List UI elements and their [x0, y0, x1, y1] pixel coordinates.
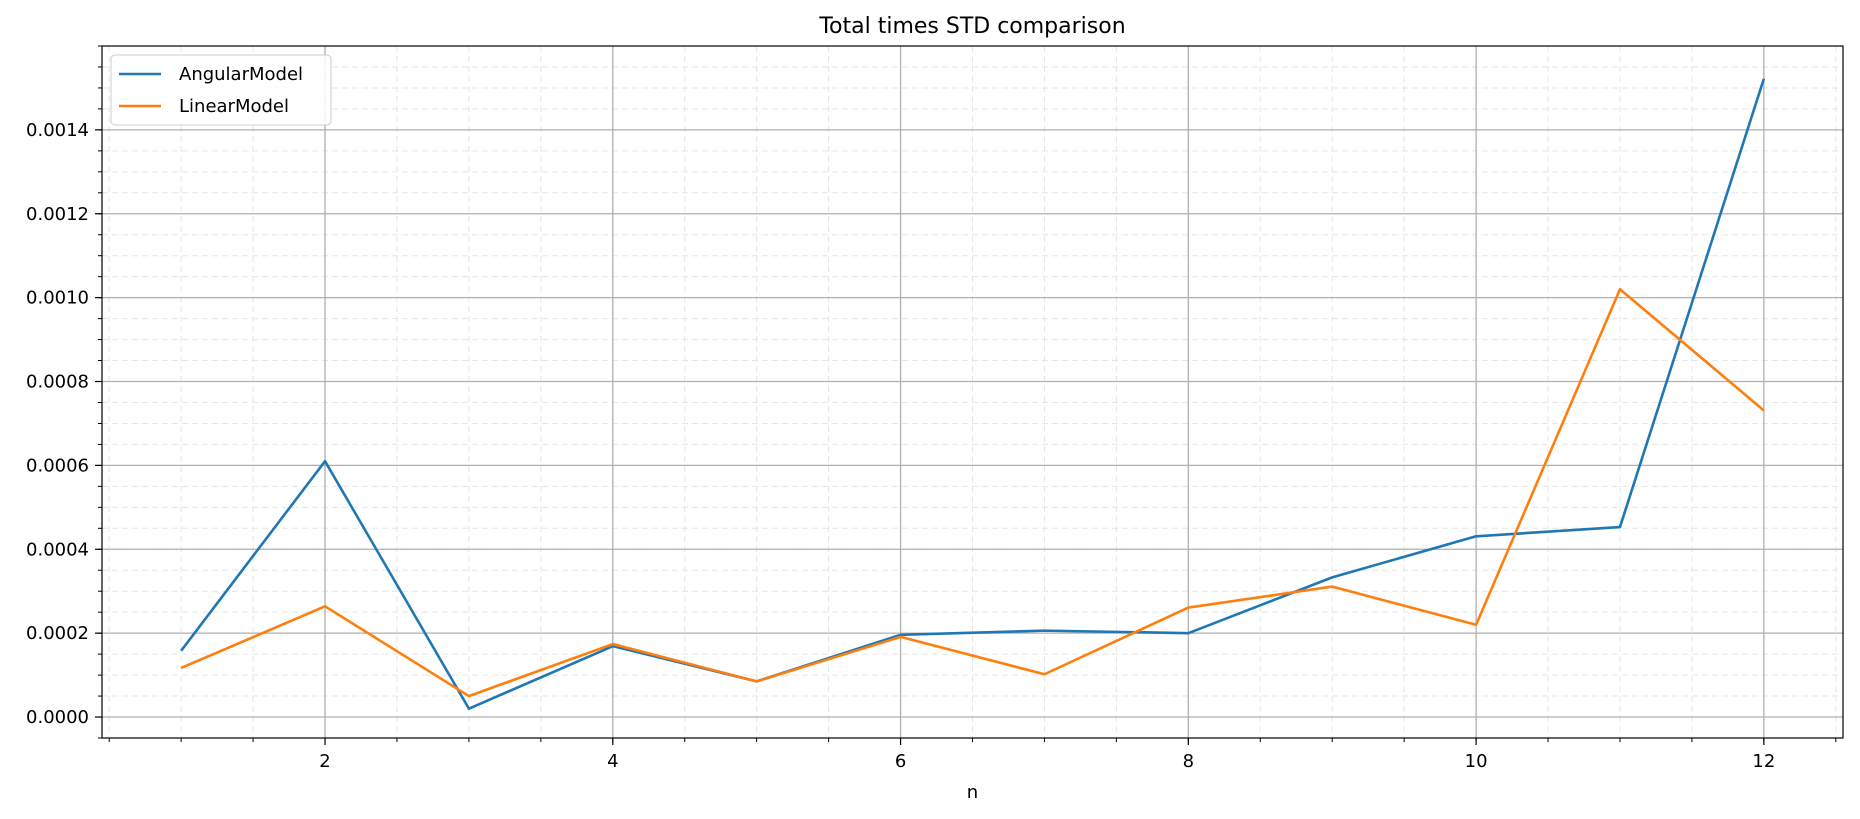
- x-tick-label: 6: [895, 751, 906, 772]
- axis-tick-labels: 2 4 6 8 10 12 0.0000 0.0002 0.0004 0.0006 0.0008 0.…: [26, 120, 1775, 772]
- y-tick-label: 0.0008: [26, 372, 89, 393]
- y-tick-label: 0.0014: [26, 120, 89, 141]
- y-tick-label: 0.0012: [26, 204, 89, 225]
- series-line-angularmodel: [180, 78, 1766, 710]
- y-tick-label: 0.0002: [26, 623, 89, 644]
- legend-box: [110, 54, 332, 126]
- y-tick-label: 0.0006: [26, 455, 89, 476]
- legend-label-angularmodel: AngularModel: [179, 64, 303, 85]
- x-axis-label: n: [967, 782, 978, 803]
- chart-title: Total times STD comparison: [818, 14, 1125, 39]
- x-tick-label: 2: [319, 751, 330, 772]
- y-tick-label: 0.0004: [26, 539, 89, 560]
- legend-label-linearmodel: LinearModel: [179, 96, 289, 117]
- axis-ticks: [95, 45, 1837, 745]
- series-layer: [180, 78, 1766, 710]
- y-tick-label: 0.0000: [26, 707, 89, 728]
- x-tick-label: 4: [607, 751, 618, 772]
- legend: AngularModel LinearModel: [110, 54, 332, 126]
- x-tick-label: 12: [1752, 751, 1775, 772]
- y-tick-label: 0.0010: [26, 288, 89, 309]
- x-tick-label: 8: [1183, 751, 1194, 772]
- x-tick-label: 10: [1465, 751, 1488, 772]
- series-line-linearmodel: [180, 287, 1765, 698]
